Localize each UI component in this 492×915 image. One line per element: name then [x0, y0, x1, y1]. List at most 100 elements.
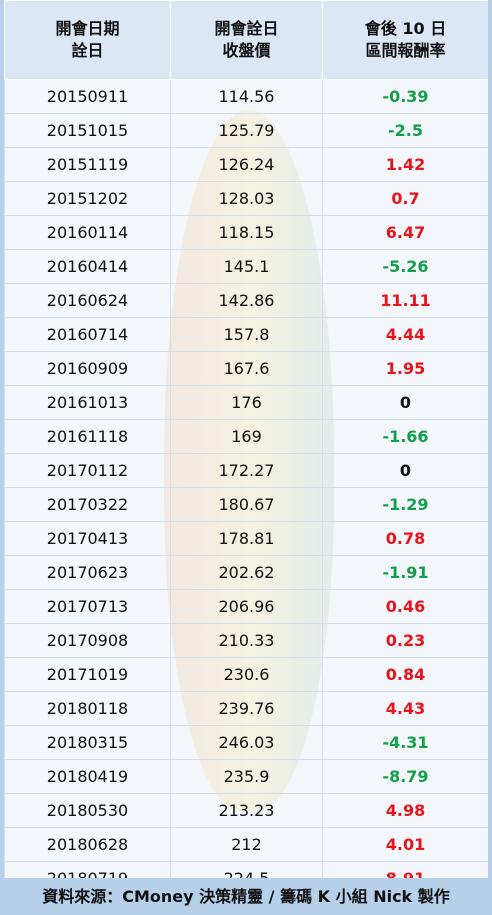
date-cell: 20161013 [4, 385, 171, 420]
table-row: 20160114 118.15 6.47 [4, 215, 488, 250]
table-row: 20170413 178.81 0.78 [4, 521, 488, 556]
table-row: 20160909 167.6 1.95 [4, 351, 488, 386]
date-cell: 20151202 [4, 181, 171, 216]
return-cell: 0.84 [322, 657, 488, 692]
price-cell: 172.27 [170, 453, 323, 488]
table-row: 20170112 172.27 0 [4, 453, 488, 488]
date-cell: 20180315 [4, 725, 171, 760]
return-cell: -1.91 [322, 555, 488, 590]
header-row: 開會日期 詮日 開會詮日 收盤價 會後 10 日區間報酬率 [4, 0, 488, 80]
price-cell: 167.6 [170, 351, 323, 386]
header-line: 會後 10 日 [364, 19, 447, 38]
table: 開會日期 詮日 開會詮日 收盤價 會後 10 日區間報酬率 20150911 114.56… [4, 0, 488, 878]
return-cell: 4.44 [322, 317, 488, 352]
price-cell: 128.03 [170, 181, 323, 216]
price-cell: 180.67 [170, 487, 323, 522]
date-cell: 20170322 [4, 487, 171, 522]
date-cell: 20160714 [4, 317, 171, 352]
return-cell: 0.7 [322, 181, 488, 216]
table-panel: 開會日期 詮日 開會詮日 收盤價 會後 10 日區間報酬率 20150911 114.56… [4, 0, 488, 878]
return-cell: 1.42 [322, 147, 488, 182]
table-row: 20151119 126.24 1.42 [4, 147, 488, 182]
table-row: 20170713 206.96 0.46 [4, 589, 488, 624]
return-cell: 4.43 [322, 691, 488, 726]
price-cell: 230.6 [170, 657, 323, 692]
date-cell: 20170713 [4, 589, 171, 624]
table-row: 20160414 145.1 -5.26 [4, 249, 488, 284]
date-cell: 20180118 [4, 691, 171, 726]
date-cell: 20151015 [4, 113, 171, 148]
table-row: 20170322 180.67 -1.29 [4, 487, 488, 522]
date-cell: 20180628 [4, 827, 171, 862]
price-cell: 246.03 [170, 725, 323, 760]
return-cell: -8.79 [322, 759, 488, 794]
price-cell: 239.76 [170, 691, 323, 726]
table-row: 20151202 128.03 0.7 [4, 181, 488, 216]
table-body: 20150911 114.56 -0.39 20151015 125.79 -2.5 201… [4, 79, 488, 878]
header-line: 開會日期 [55, 19, 120, 38]
date-cell: 20150911 [4, 79, 171, 114]
table-row: 20180419 235.9 -8.79 [4, 759, 488, 794]
table-row: 20150911 114.56 -0.39 [4, 79, 488, 114]
date-cell: 20180719 [4, 861, 171, 878]
date-cell: 20170623 [4, 555, 171, 590]
table-row: 20160714 157.8 4.44 [4, 317, 488, 352]
return-cell: -1.29 [322, 487, 488, 522]
table-row: 20171019 230.6 0.84 [4, 657, 488, 692]
price-cell: 206.96 [170, 589, 323, 624]
table-row: 20180628 212 4.01 [4, 827, 488, 862]
table-row: 20170623 202.62 -1.91 [4, 555, 488, 590]
price-cell: 210.33 [170, 623, 323, 658]
return-cell: -2.5 [322, 113, 488, 148]
table-row: 20180118 239.76 4.43 [4, 691, 488, 726]
price-cell: 114.56 [170, 79, 323, 114]
date-cell: 20171019 [4, 657, 171, 692]
price-cell: 169 [170, 419, 323, 454]
price-cell: 145.1 [170, 249, 323, 284]
table-row: 20161013 176 0 [4, 385, 488, 420]
return-cell: 1.95 [322, 351, 488, 386]
table-row: 20161118 169 -1.66 [4, 419, 488, 454]
header-line: 收盤價 [222, 41, 271, 60]
return-cell: 11.11 [322, 283, 488, 318]
price-cell: 224.5 [170, 861, 323, 878]
price-cell: 176 [170, 385, 323, 420]
date-cell: 20151119 [4, 147, 171, 182]
date-cell: 20170413 [4, 521, 171, 556]
return-cell: 8.91 [322, 861, 488, 878]
table-row: 20170908 210.33 0.23 [4, 623, 488, 658]
return-cell: 0.46 [322, 589, 488, 624]
price-cell: 178.81 [170, 521, 323, 556]
return-cell: 4.98 [322, 793, 488, 828]
column-header: 會後 10 日區間報酬率 [322, 0, 488, 80]
date-cell: 20170112 [4, 453, 171, 488]
return-cell: -5.26 [322, 249, 488, 284]
price-cell: 125.79 [170, 113, 323, 148]
table-row: 20180719224.58.91 [4, 861, 488, 878]
price-cell: 157.8 [170, 317, 323, 352]
price-cell: 202.62 [170, 555, 323, 590]
date-cell: 20160909 [4, 351, 171, 386]
return-cell: 0.23 [322, 623, 488, 658]
table-row: 20180315 246.03 -4.31 [4, 725, 488, 760]
price-cell: 126.24 [170, 147, 323, 182]
date-cell: 20160114 [4, 215, 171, 250]
table-row: 20180530 213.23 4.98 [4, 793, 488, 828]
column-header: 開會詮日 收盤價 [170, 0, 323, 80]
header-line: 區間報酬率 [365, 41, 446, 60]
return-cell: 4.01 [322, 827, 488, 862]
header-line: 開會詮日 [214, 19, 279, 38]
price-cell: 235.9 [170, 759, 323, 794]
date-cell: 20161118 [4, 419, 171, 454]
date-cell: 20180419 [4, 759, 171, 794]
date-cell: 20160624 [4, 283, 171, 318]
footer: 資料來源：CMoney 決策精靈 / 籌碼 K 小組 Nick 製作 [0, 878, 492, 915]
return-cell: -0.39 [322, 79, 488, 114]
header-line: 詮日 [71, 41, 104, 60]
price-cell: 118.15 [170, 215, 323, 250]
date-cell: 20160414 [4, 249, 171, 284]
return-cell: -4.31 [322, 725, 488, 760]
price-cell: 212 [170, 827, 323, 862]
date-cell: 20180530 [4, 793, 171, 828]
